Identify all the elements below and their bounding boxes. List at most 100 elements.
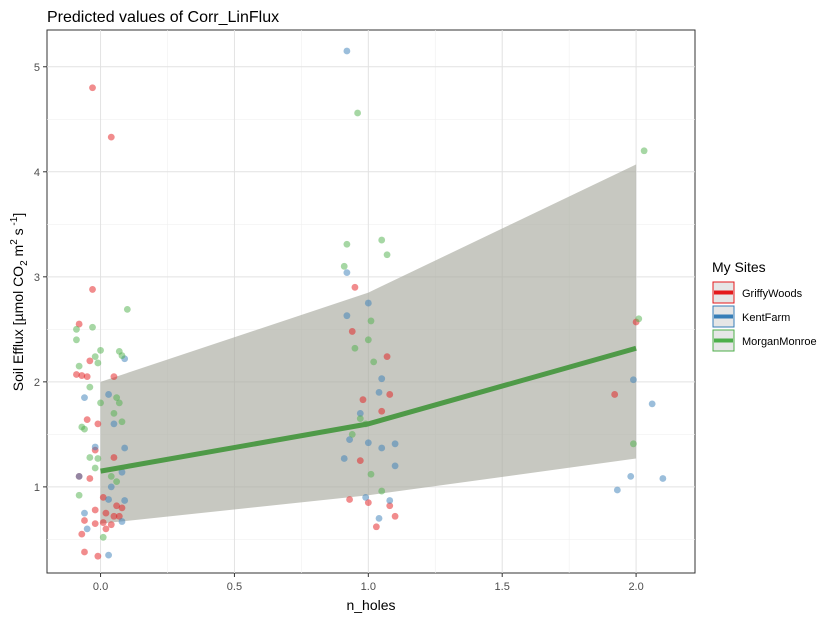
- y-tick-label: 4: [34, 167, 40, 179]
- point-kentfarm: [121, 444, 129, 452]
- point-griffywoods: [118, 504, 126, 512]
- point-kentfarm: [83, 525, 91, 533]
- point-griffywoods: [102, 525, 110, 533]
- y-axis-title-mid1: m: [10, 245, 26, 261]
- x-tick-label: 0.5: [227, 581, 242, 593]
- point-griffywoods: [75, 320, 83, 328]
- point-morganmonroe: [97, 346, 104, 354]
- point-griffywoods: [107, 133, 115, 141]
- point-griffywoods: [113, 502, 121, 510]
- point-morganmonroe: [91, 464, 99, 472]
- point-griffywoods: [356, 457, 364, 465]
- point-kentfarm: [391, 462, 399, 470]
- point-morganmonroe: [370, 358, 378, 366]
- point-kentfarm: [343, 47, 351, 55]
- y-axis-title-sup1: 2: [9, 239, 20, 245]
- data-points: [73, 47, 667, 560]
- point-kentfarm: [375, 388, 383, 396]
- y-tick-label: 3: [34, 272, 40, 284]
- point-kentfarm: [375, 514, 383, 522]
- point-kentfarm: [343, 269, 351, 277]
- point-kentfarm: [627, 472, 635, 480]
- point-morganmonroe: [75, 362, 83, 370]
- point-morganmonroe: [364, 336, 372, 344]
- point-morganmonroe: [97, 399, 104, 407]
- point-kentfarm: [81, 509, 88, 517]
- point-morganmonroe: [73, 325, 80, 333]
- point-griffywoods: [115, 512, 123, 520]
- point-griffywoods: [78, 372, 86, 379]
- point-kentfarm: [346, 436, 353, 444]
- point-griffywoods: [99, 519, 107, 526]
- point-griffywoods: [89, 84, 96, 92]
- point-griffywoods: [73, 371, 80, 378]
- point-morganmonroe: [81, 425, 88, 433]
- confidence-band: [100, 164, 637, 524]
- point-griffywoods: [383, 353, 391, 361]
- y-tick-label: 5: [34, 62, 40, 74]
- point-kentfarm: [118, 518, 126, 525]
- fit-line: [100, 345, 637, 474]
- point-griffywoods: [94, 552, 102, 560]
- point-griffywoods: [99, 493, 107, 501]
- point-kentfarm: [75, 472, 83, 480]
- point-morganmonroe: [640, 147, 648, 155]
- point-morganmonroe: [94, 455, 102, 462]
- point-griffywoods: [81, 517, 88, 524]
- point-morganmonroe: [356, 415, 364, 423]
- point-griffywoods: [359, 396, 367, 404]
- point-kentfarm: [364, 299, 372, 307]
- point-kentfarm: [81, 394, 88, 402]
- point-morganmonroe: [91, 353, 99, 361]
- point-griffywoods: [378, 407, 386, 415]
- x-tick-label: 1.5: [495, 581, 510, 593]
- point-griffywoods: [386, 391, 394, 398]
- point-griffywoods: [91, 520, 99, 528]
- point-morganmonroe: [630, 440, 637, 448]
- point-kentfarm: [105, 551, 112, 559]
- point-griffywoods: [78, 530, 86, 538]
- legend-label-griffywoods: GriffyWoods: [742, 288, 803, 300]
- point-kentfarm: [391, 440, 399, 448]
- y-axis-title-sub: 2: [19, 260, 30, 266]
- x-tick-label: 0.0: [93, 581, 108, 593]
- x-axis-ticks: 0.0 0.5 1.0 1.5 2.0: [93, 573, 644, 593]
- legend-title: My Sites: [712, 259, 766, 275]
- point-griffywoods: [86, 475, 94, 482]
- y-tick-label: 1: [34, 482, 40, 494]
- point-griffywoods: [91, 506, 99, 514]
- point-griffywoods: [110, 512, 118, 520]
- point-kentfarm: [343, 312, 351, 320]
- point-kentfarm: [386, 497, 394, 504]
- point-morganmonroe: [89, 323, 96, 331]
- point-griffywoods: [391, 512, 399, 520]
- point-morganmonroe: [110, 409, 118, 417]
- point-kentfarm: [356, 409, 364, 417]
- point-morganmonroe: [107, 472, 115, 480]
- point-griffywoods: [386, 502, 394, 510]
- point-kentfarm: [378, 444, 386, 452]
- point-morganmonroe: [115, 399, 123, 407]
- point-morganmonroe: [351, 344, 359, 352]
- point-griffywoods: [83, 416, 91, 424]
- point-kentfarm: [630, 376, 637, 384]
- y-axis-title: Soil Efflux [µmol CO2 m2 s -1]: [9, 213, 30, 391]
- point-kentfarm: [362, 493, 370, 501]
- point-morganmonroe: [123, 305, 131, 313]
- y-axis-title-prefix: Soil Efflux [µmol CO: [10, 266, 26, 391]
- point-griffywoods: [89, 286, 96, 293]
- point-griffywoods: [372, 523, 380, 531]
- point-morganmonroe: [340, 262, 348, 270]
- point-morganmonroe: [99, 533, 107, 541]
- point-kentfarm: [613, 486, 621, 494]
- point-morganmonroe: [343, 240, 351, 248]
- point-griffywoods: [346, 496, 353, 503]
- point-griffywoods: [86, 357, 94, 365]
- point-morganmonroe: [635, 315, 643, 323]
- chart-title: Predicted values of Corr_LinFlux: [47, 9, 279, 26]
- y-axis-title-suffix: ]: [10, 213, 26, 217]
- point-morganmonroe: [86, 454, 94, 461]
- point-morganmonroe: [354, 109, 362, 117]
- point-griffywoods: [110, 373, 118, 380]
